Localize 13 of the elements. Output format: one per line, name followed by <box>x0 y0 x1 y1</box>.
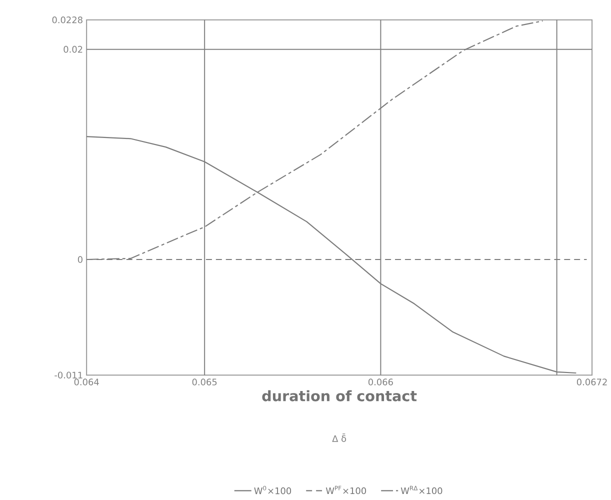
x-axis-title: duration of contact <box>262 390 417 402</box>
text: Δ δ̄ <box>332 434 346 442</box>
y-tick-label: -0.011 <box>54 372 82 379</box>
x-tick-label: 0.064 <box>74 378 99 386</box>
y-tick-label: 0.02 <box>64 46 82 53</box>
legend-label: W$^{RΔ}$×100 <box>400 486 442 494</box>
y-tick-label: 0 <box>78 256 82 264</box>
legend-label: W$^{0}$×100 <box>254 486 292 494</box>
y-tick-label: 0.0228 <box>52 16 82 24</box>
x-tick-label: 0.0672 <box>576 378 607 386</box>
x-tick-label: 0.065 <box>192 378 217 386</box>
legend-label: W$^{PF}$×100 <box>326 486 366 494</box>
x-tick-label: 0.066 <box>368 378 393 386</box>
